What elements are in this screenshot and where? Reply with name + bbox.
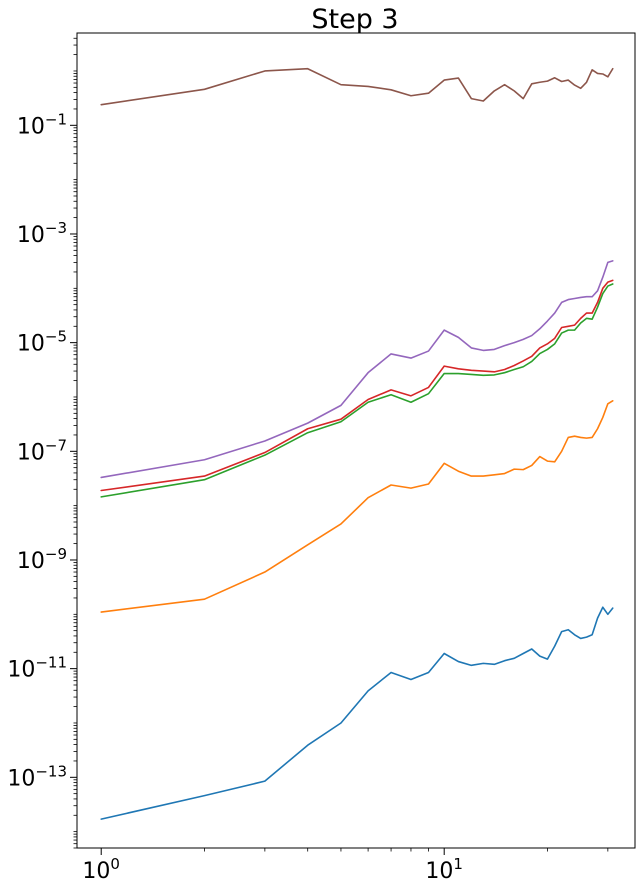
y-tick-label: 10−13 (7, 762, 67, 791)
y-tick-label: 10−5 (17, 328, 67, 357)
series-line-5 (100, 260, 614, 479)
y-tick-label: 10−3 (17, 219, 67, 248)
chart-title: Step 3 (311, 4, 398, 35)
y-tick-label: 10−7 (17, 436, 67, 465)
series-line-1 (100, 606, 614, 820)
y-tick-label: 10−11 (7, 654, 67, 683)
axes-layer: 100 101 10−13 10−11 10−9 10−7 10−5 10−3 10−1 (7, 32, 636, 884)
series-line-4 (100, 279, 614, 492)
series-layer (100, 67, 614, 820)
plot-frame (76, 32, 636, 849)
y-tick-label: 10−9 (17, 545, 67, 574)
series-line-6 (100, 67, 614, 106)
y-tick-label: 10−1 (17, 110, 67, 139)
x-tick-label: 101 (425, 855, 463, 884)
x-tick-label: 100 (82, 855, 120, 884)
series-line-3 (100, 283, 614, 498)
series-line-2 (100, 400, 614, 613)
